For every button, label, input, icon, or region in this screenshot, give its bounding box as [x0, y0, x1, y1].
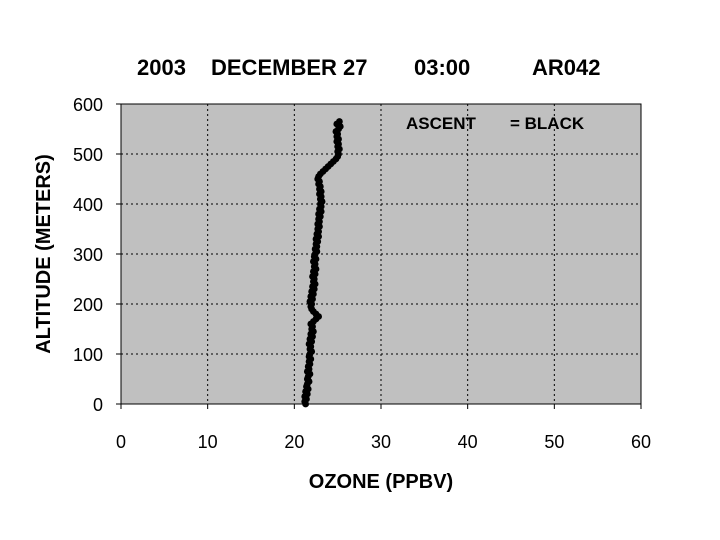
x-tick-label: 50 — [544, 432, 564, 452]
x-axis-title: OZONE (PPBV) — [309, 471, 453, 493]
y-tick-label: 600 — [73, 95, 103, 115]
y-tick-label: 200 — [73, 295, 103, 315]
y-tick-label: 100 — [73, 345, 103, 365]
legend-value: = BLACK — [510, 114, 585, 133]
x-tick-label: 20 — [284, 432, 304, 452]
title-year: 2003 — [137, 55, 186, 80]
title-time: 03:00 — [414, 55, 470, 80]
x-tick-label: 10 — [198, 432, 218, 452]
legend: ASCENT = BLACK — [406, 114, 585, 133]
data-point — [336, 118, 343, 125]
x-tick-label: 0 — [116, 432, 126, 452]
ascent-series — [301, 118, 344, 408]
x-tick-label: 60 — [631, 432, 651, 452]
x-tick-label: 30 — [371, 432, 391, 452]
title-date: DECEMBER 27 — [211, 55, 367, 80]
y-tick-label: 0 — [93, 395, 103, 415]
y-tick-label: 400 — [73, 195, 103, 215]
y-tick-label: 300 — [73, 245, 103, 265]
chart-title: 2003 DECEMBER 27 03:00 AR042 — [137, 55, 600, 80]
grid-lines — [121, 104, 641, 404]
y-axis-title: ALTITUDE (METERS) — [33, 154, 55, 354]
legend-label: ASCENT — [406, 114, 477, 133]
x-tick-label: 40 — [458, 432, 478, 452]
title-station: AR042 — [532, 55, 600, 80]
axes — [116, 103, 642, 409]
y-tick-label: 500 — [73, 145, 103, 165]
x-tick-labels: 0 10 20 30 40 50 60 — [116, 432, 651, 452]
y-tick-labels: 0 100 200 300 400 500 600 — [73, 95, 103, 415]
